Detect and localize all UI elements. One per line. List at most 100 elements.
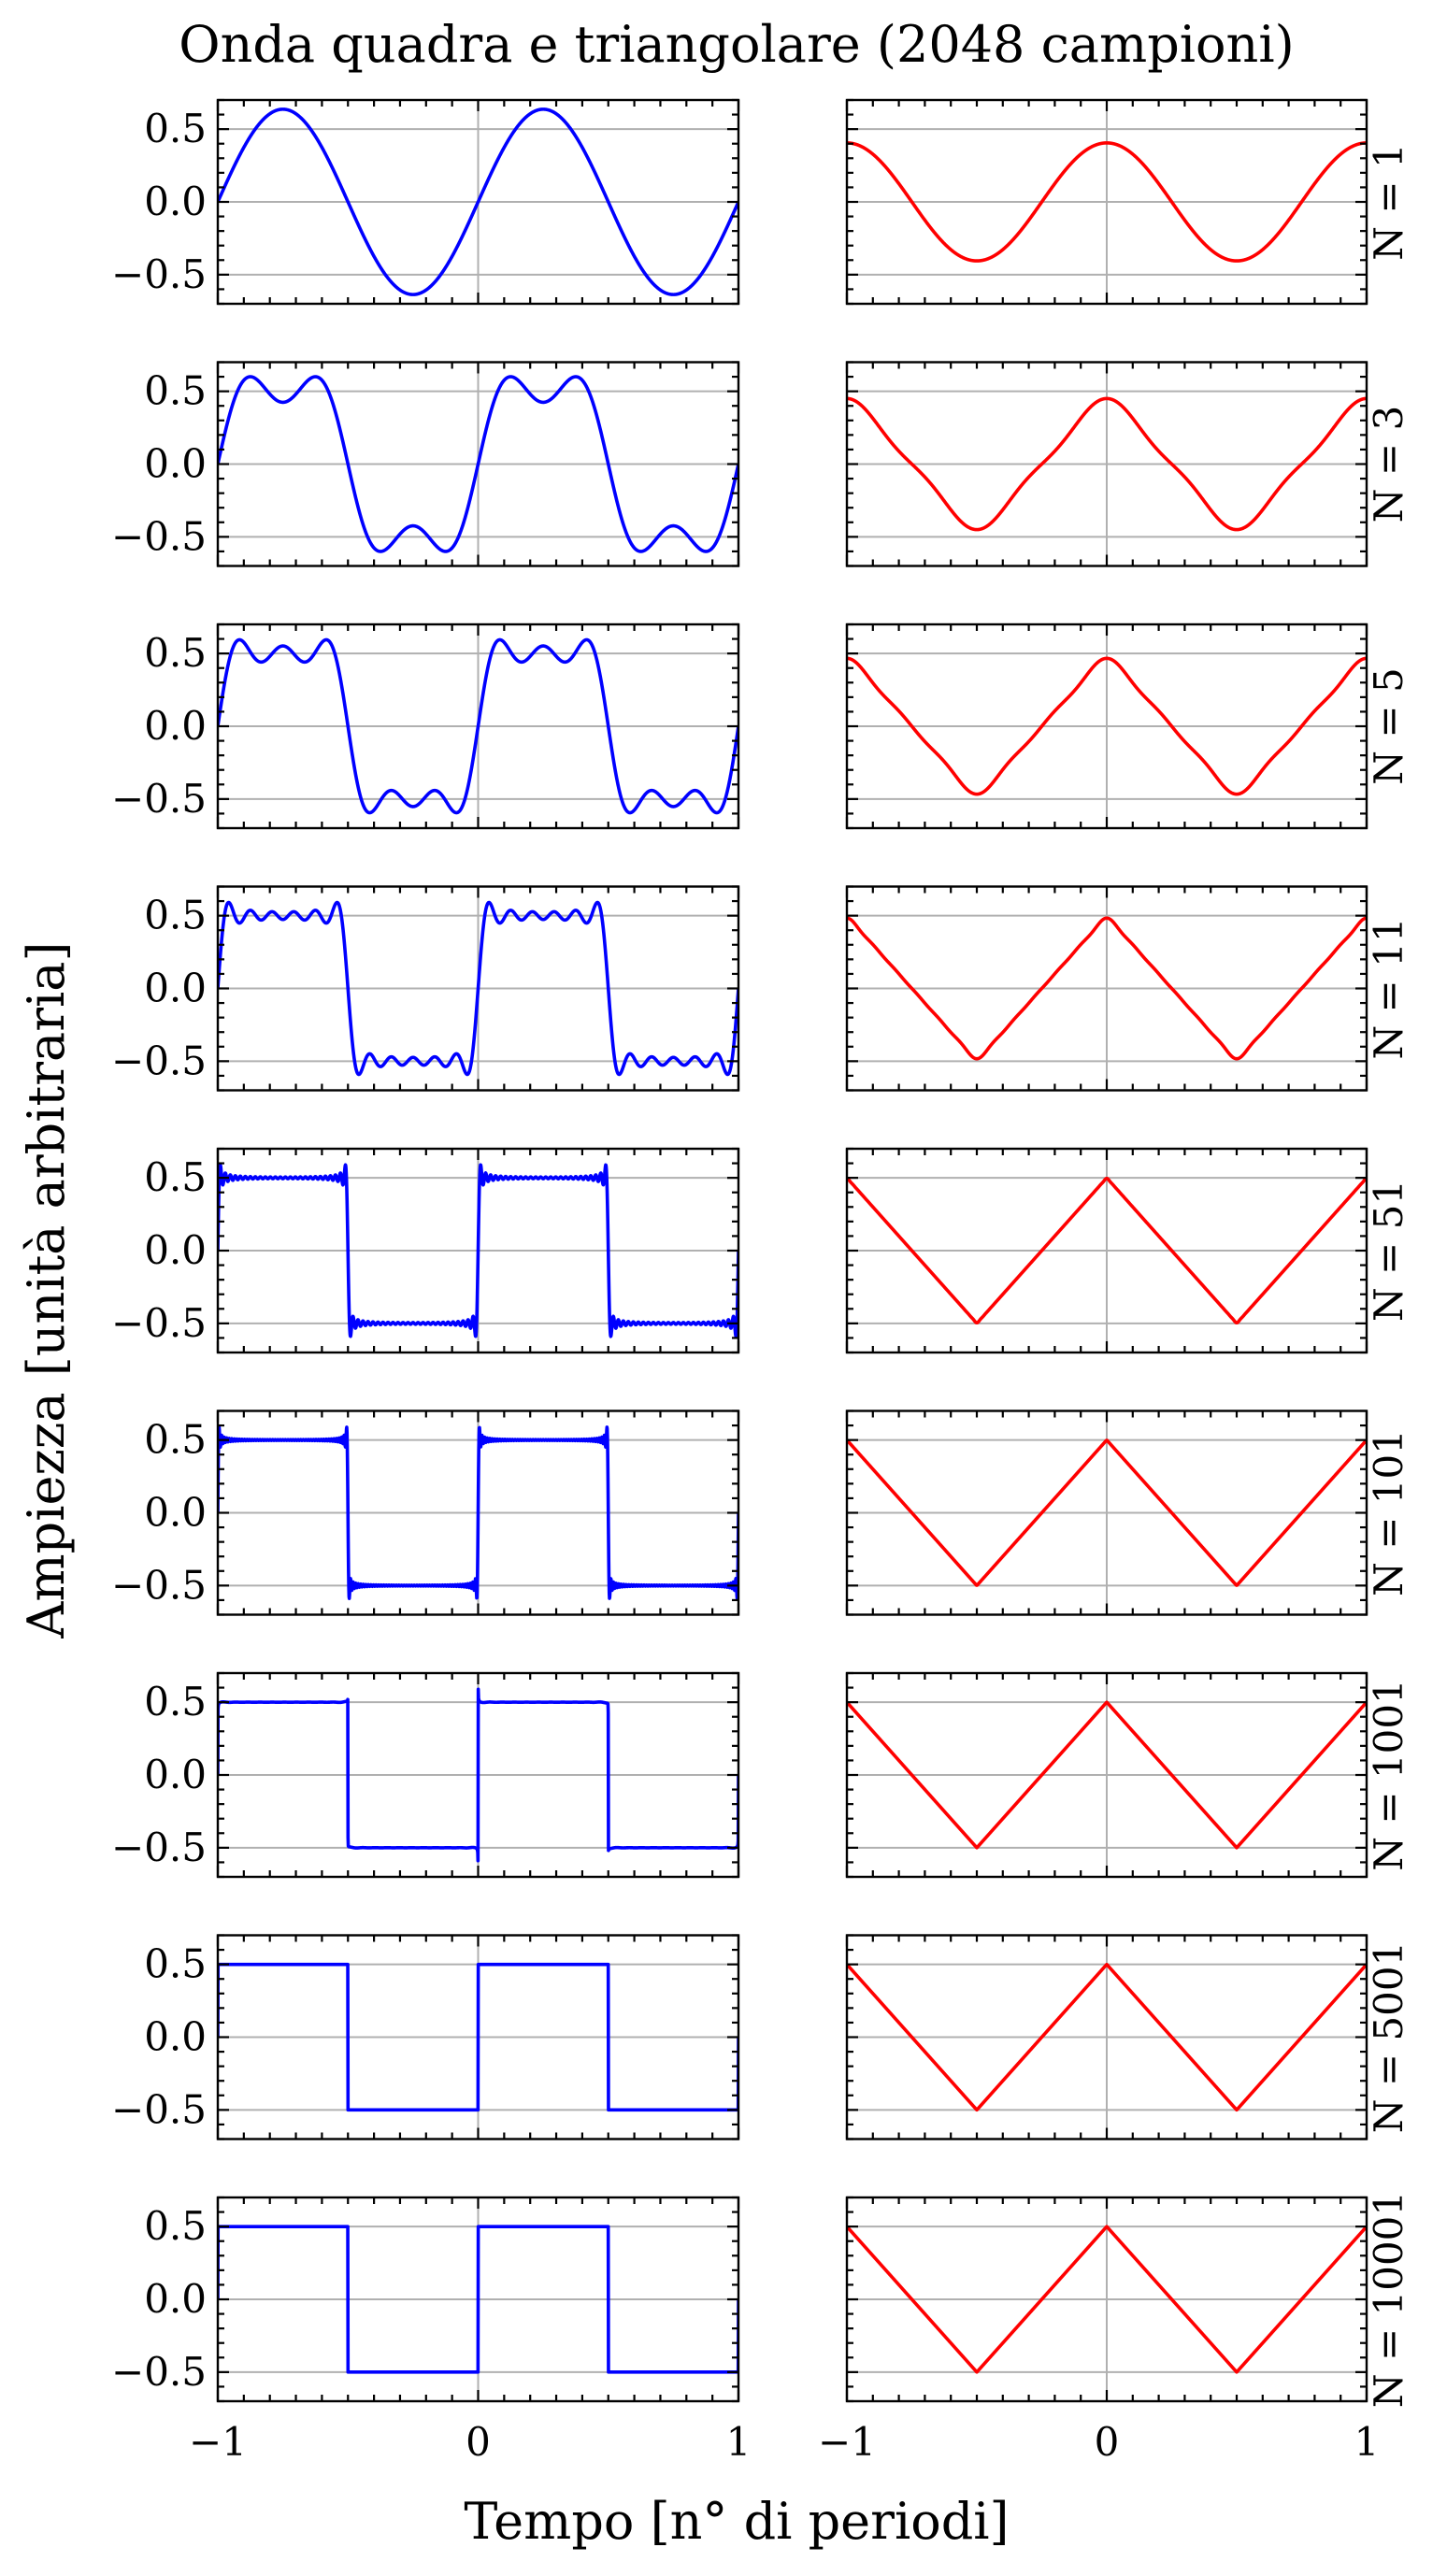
series-triangle-n1 (847, 141, 1367, 263)
panel-square-n3: 0.5 0.0 −0.5 (111, 361, 740, 567)
series-square-n1001 (218, 1687, 738, 1863)
y-tick-label: 0.0 (144, 1490, 207, 1536)
y-tick-label: −0.5 (111, 776, 207, 822)
panel-triangle-n51 (845, 1147, 1368, 1354)
panel-frame (845, 98, 1368, 306)
panel-triangle-n1001 (845, 1671, 1368, 1879)
series-triangle-n11 (847, 916, 1367, 1061)
y-tick-label: 0.0 (144, 966, 207, 1011)
row-label-n51: N = 51 (1366, 1180, 1411, 1322)
series-square-n5 (218, 637, 738, 815)
panel-frame (845, 1410, 1368, 1616)
series-square-n1 (218, 107, 738, 296)
panel-frame (216, 1410, 740, 1616)
panel-triangle-n5 (845, 623, 1368, 830)
panel-frame (216, 1147, 740, 1354)
panel-square-n1001: 0.5 0.0 −0.5 (111, 1671, 740, 1879)
panel-grid: 0.5 0.0 −0.5 N = 1 0.5 0.0 −0.5 N = 3 0.5 0.0 −0.5… (111, 98, 1411, 2465)
series-triangle-n5001 (847, 1962, 1367, 2112)
y-axis-label: Ampiezza [unità arbitraria] (17, 941, 76, 1639)
series-square-n11 (218, 900, 738, 1077)
y-tick-label: −0.5 (111, 1562, 207, 1608)
panel-frame (845, 1147, 1368, 1354)
y-tick-label: 0.5 (144, 2203, 207, 2249)
panel-square-n51: 0.5 0.0 −0.5 (111, 1147, 740, 1354)
series-triangle-n10001 (847, 2225, 1367, 2374)
y-tick-label: 0.0 (144, 1227, 207, 1273)
x-tick-label: 1 (1354, 2419, 1380, 2465)
y-tick-label: 0.5 (144, 1941, 207, 1987)
y-tick-label: −0.5 (111, 1300, 207, 1346)
panel-frame (216, 361, 740, 567)
row-label-n10001: N = 10001 (1366, 2191, 1411, 2408)
y-tick-label: 0.0 (144, 703, 207, 749)
panel-frame (216, 2196, 740, 2403)
panel-frame (845, 1934, 1368, 2140)
y-tick-label: 0.0 (144, 1752, 207, 1797)
series-triangle-n5 (847, 656, 1367, 796)
panel-square-n11: 0.5 0.0 −0.5 (111, 885, 740, 1092)
series-square-n3 (218, 375, 738, 553)
y-tick-label: 0.0 (144, 2014, 207, 2060)
series-square-n10001 (218, 2225, 738, 2374)
panel-square-n5001: 0.5 0.0 −0.5 (111, 1934, 740, 2140)
panel-triangle-n10001: −1 0 1 (818, 2196, 1380, 2465)
panel-frame (845, 361, 1368, 567)
panel-frame (216, 623, 740, 830)
panel-triangle-n5001 (845, 1934, 1368, 2140)
y-tick-label: −0.5 (111, 513, 207, 559)
y-tick-label: 0.5 (144, 1417, 207, 1463)
y-tick-label: 0.0 (144, 2276, 207, 2322)
y-tick-label: 0.5 (144, 1154, 207, 1200)
panel-frame (845, 623, 1368, 830)
panel-triangle-n1 (845, 98, 1368, 306)
y-tick-label: −0.5 (111, 251, 207, 297)
series-square-n5001 (218, 1962, 738, 2112)
series-triangle-n101 (847, 1438, 1367, 1587)
y-tick-label: −0.5 (111, 2086, 207, 2132)
row-label-n1: N = 1 (1366, 143, 1411, 260)
row-label-n5: N = 5 (1366, 667, 1411, 784)
panel-frame (216, 98, 740, 306)
y-tick-label: 0.5 (144, 1679, 207, 1724)
y-tick-label: −0.5 (111, 2349, 207, 2395)
panel-triangle-n101 (845, 1410, 1368, 1616)
panel-frame (845, 885, 1368, 1092)
series-triangle-n3 (847, 396, 1367, 532)
panel-frame (845, 2196, 1368, 2403)
panel-square-n1: 0.5 0.0 −0.5 (111, 98, 740, 306)
series-triangle-n1001 (847, 1700, 1367, 1850)
panel-frame (216, 1671, 740, 1879)
x-tick-label: −1 (818, 2419, 876, 2465)
row-label-n11: N = 11 (1366, 917, 1411, 1059)
y-tick-label: −0.5 (111, 1825, 207, 1870)
panel-triangle-n11 (845, 885, 1368, 1092)
panel-frame (845, 1671, 1368, 1879)
y-tick-label: 0.5 (144, 368, 207, 414)
y-tick-label: 0.0 (144, 179, 207, 224)
series-triangle-n51 (847, 1176, 1367, 1325)
x-tick-label: 0 (466, 2419, 491, 2465)
y-tick-label: 0.5 (144, 106, 207, 151)
y-tick-label: 0.0 (144, 441, 207, 487)
y-tick-label: −0.5 (111, 1038, 207, 1083)
row-label-n101: N = 101 (1366, 1429, 1411, 1596)
y-tick-label: 0.5 (144, 630, 207, 676)
row-label-n5001: N = 5001 (1366, 1941, 1411, 2134)
panel-frame (216, 1934, 740, 2140)
panel-triangle-n3 (845, 361, 1368, 567)
series-square-n101 (218, 1424, 738, 1601)
panel-square-n10001: 0.5 0.0 −0.5 −1 0 1 (111, 2196, 752, 2465)
x-tick-label: −1 (189, 2419, 247, 2465)
x-tick-label: 1 (726, 2419, 752, 2465)
y-tick-label: 0.5 (144, 893, 207, 938)
x-axis-label: Tempo [n° di periodi] (464, 2492, 1009, 2551)
row-label-n1001: N = 1001 (1366, 1679, 1411, 1871)
panel-square-n101: 0.5 0.0 −0.5 (111, 1410, 740, 1616)
row-label-n3: N = 3 (1366, 406, 1411, 522)
panel-frame (216, 885, 740, 1092)
x-tick-label: 0 (1095, 2419, 1120, 2465)
chart-title: Onda quadra e triangolare (2048 campioni… (179, 15, 1294, 74)
series-square-n51 (218, 1163, 738, 1338)
